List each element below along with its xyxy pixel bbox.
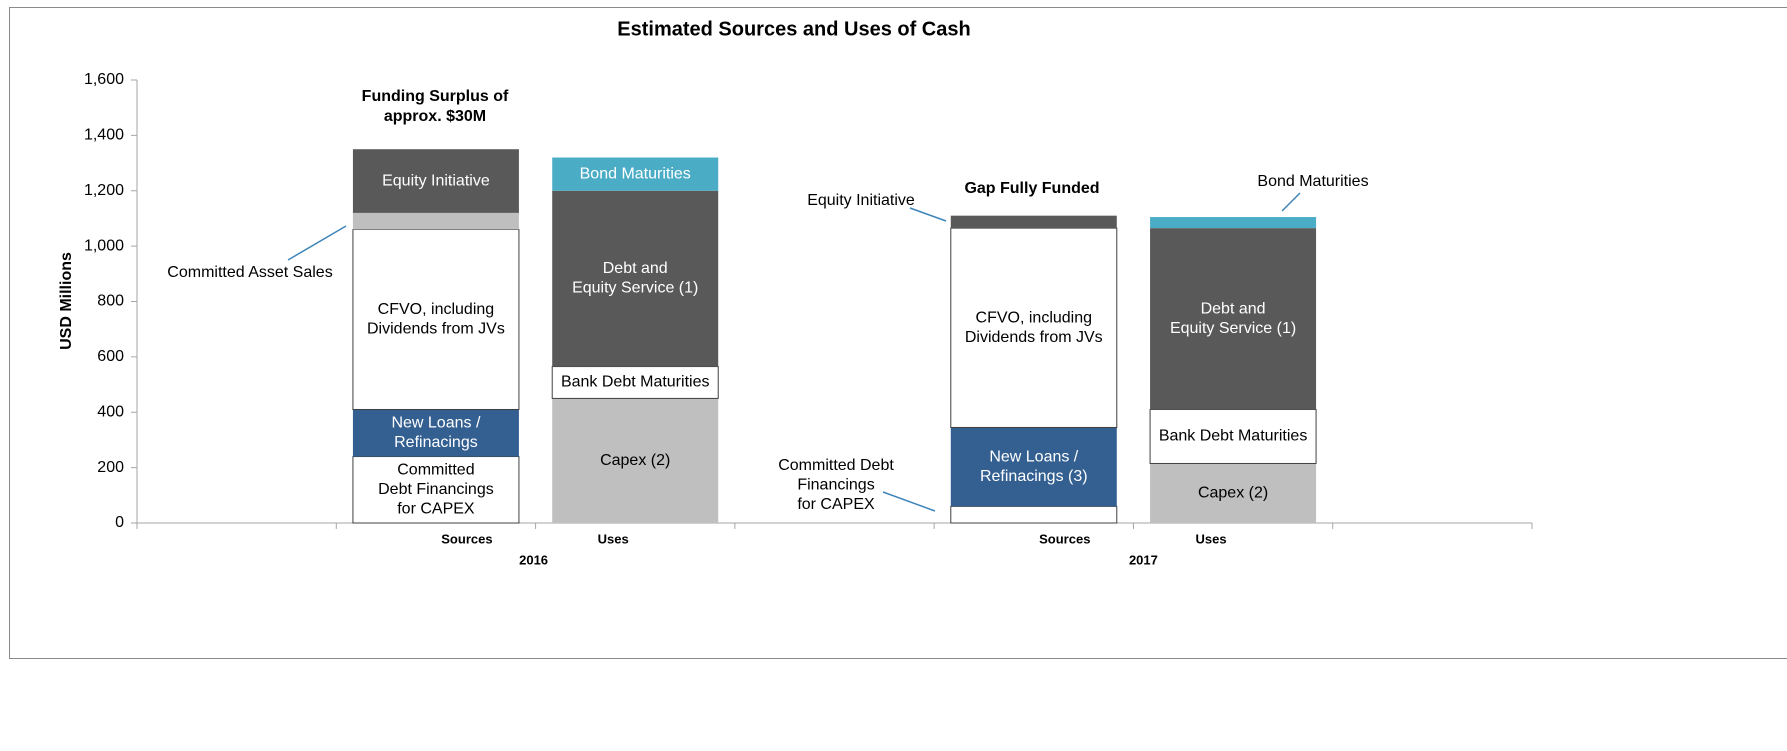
segment-label: Bank Debt Maturities <box>1159 428 1308 445</box>
frame <box>9 7 1787 659</box>
x-tick-label: Sources <box>1039 531 1090 546</box>
y-tick-label: 600 <box>97 348 124 365</box>
bar-segment <box>552 157 719 191</box>
y-tick-label: 1,000 <box>84 237 124 254</box>
y-axis-label: USD Millions <box>58 252 75 350</box>
y-tick-label: 1,200 <box>84 182 124 199</box>
segment-label: Committed <box>397 461 474 478</box>
y-tick-label: 1,400 <box>84 127 124 144</box>
segment-label: Refinacings (3) <box>980 468 1088 485</box>
x-tick-label: Uses <box>1196 531 1227 546</box>
segment-label: Bond Maturities <box>1257 173 1368 190</box>
segment-label: Equity Service (1) <box>1170 320 1296 337</box>
x-tick-label: Uses <box>598 531 629 546</box>
bar-segment <box>352 212 519 230</box>
segment-label: Bank Debt Maturities <box>561 374 710 391</box>
bar-segment <box>352 149 519 213</box>
segment-label: Dividends from JVs <box>367 320 505 337</box>
segment-label: Committed Asset Sales <box>167 264 332 281</box>
segment-label: for CAPEX <box>797 496 875 513</box>
segment-label: CFVO, including <box>976 309 1093 326</box>
annotation: approx. $30M <box>384 108 486 125</box>
annotation: Gap Fully Funded <box>964 180 1099 197</box>
bar-segment <box>1150 217 1317 229</box>
segment-label: Committed Debt <box>778 457 894 474</box>
bar-segment <box>352 229 520 410</box>
segment-label: Debt and <box>1201 300 1266 317</box>
callout-line <box>882 491 936 512</box>
bar-segment <box>950 227 1118 428</box>
segment-label: Equity Service (1) <box>572 280 698 297</box>
callout-line <box>287 225 347 261</box>
annotation: Funding Surplus of <box>362 88 509 105</box>
bar-segment <box>950 505 1118 524</box>
y-tick-label: 0 <box>115 514 124 531</box>
bar-segment <box>1150 463 1317 523</box>
bar-segment <box>552 190 719 367</box>
y-tick-label: 200 <box>97 459 124 476</box>
segment-label: for CAPEX <box>397 500 475 517</box>
bar-segment <box>950 215 1117 229</box>
y-tick-label: 400 <box>97 403 124 420</box>
bar-segment <box>551 366 719 399</box>
bar-segment <box>1149 408 1317 464</box>
bar-segment <box>950 427 1117 507</box>
segment-label: CFVO, including <box>378 301 495 318</box>
x-tick-label: Sources <box>441 531 492 546</box>
segment-label: Debt and <box>603 260 668 277</box>
segment-label: Equity Initiative <box>382 172 490 189</box>
segment-label: Capex (2) <box>1198 484 1268 501</box>
bar-segment <box>352 409 519 457</box>
y-tick-label: 1,600 <box>84 71 124 88</box>
segment-label: Debt Financings <box>378 481 494 498</box>
bar-segment <box>1150 228 1317 410</box>
segment-label: Equity Initiative <box>807 192 915 209</box>
segment-label: Financings <box>797 477 874 494</box>
y-tick-label: 800 <box>97 293 124 310</box>
segment-label: Refinacings <box>394 434 478 451</box>
group-label: 2017 <box>1129 552 1158 567</box>
segment-label: New Loans / <box>989 448 1078 465</box>
segment-label: Bond Maturities <box>580 165 691 182</box>
segment-label: New Loans / <box>391 414 480 431</box>
callout-line <box>909 207 947 222</box>
bar-segment <box>552 398 719 523</box>
segment-label: Dividends from JVs <box>965 329 1103 346</box>
group-label: 2016 <box>519 552 548 567</box>
chart-title: Estimated Sources and Uses of Cash <box>617 18 970 40</box>
segment-label: Capex (2) <box>600 452 670 469</box>
callout-line <box>1281 192 1301 212</box>
